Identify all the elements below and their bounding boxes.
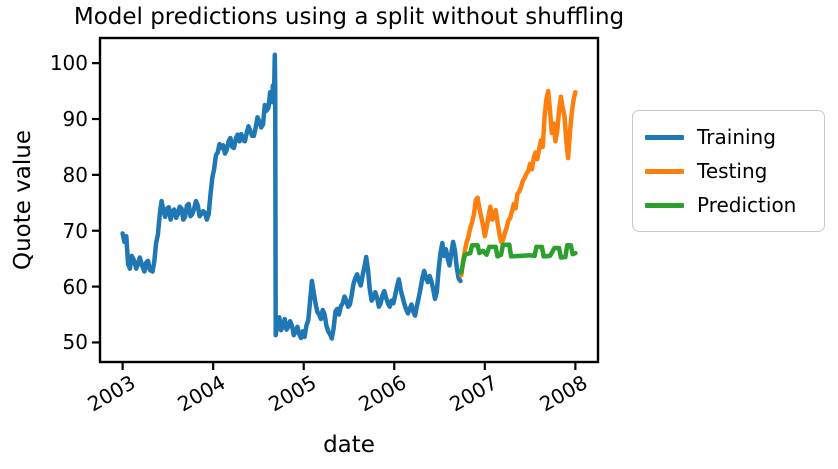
y-tick-label: 60 xyxy=(62,274,88,299)
legend-item-training: Training xyxy=(645,125,812,149)
y-axis-label: Quote value xyxy=(10,129,36,271)
chart-title: Model predictions using a split without … xyxy=(73,4,625,30)
y-tick-label: 90 xyxy=(62,107,88,131)
testing-line-swatch xyxy=(645,168,684,174)
training-line-swatch xyxy=(645,134,684,140)
legend-label-prediction: Prediction xyxy=(697,193,797,217)
legend: Training Testing Prediction xyxy=(632,110,825,232)
plot-border xyxy=(98,36,600,364)
x-axis-label: date xyxy=(323,432,375,458)
y-tick-label: 100 xyxy=(49,51,88,76)
testing-line xyxy=(459,88,578,278)
legend-item-testing: Testing xyxy=(645,159,812,183)
legend-label-testing: Testing xyxy=(697,159,768,183)
y-tick-label: 80 xyxy=(62,162,88,187)
training-line xyxy=(120,52,463,341)
legend-label-training: Training xyxy=(697,125,776,149)
y-tick-label: 70 xyxy=(62,218,88,243)
prediction-line xyxy=(459,242,578,275)
legend-item-prediction: Prediction xyxy=(645,193,812,217)
y-tick-label: 50 xyxy=(62,330,88,355)
prediction-line-swatch xyxy=(645,202,684,208)
